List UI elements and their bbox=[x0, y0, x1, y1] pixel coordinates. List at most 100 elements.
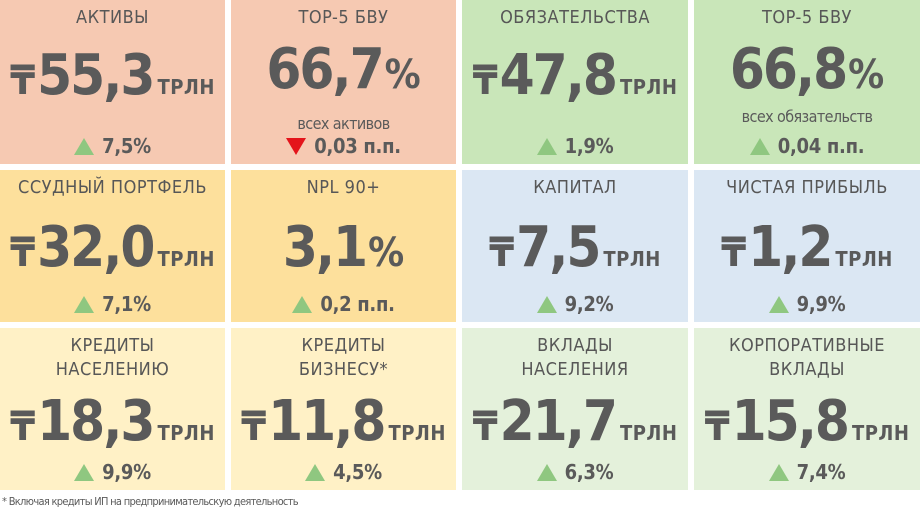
value-number: 15,8 bbox=[731, 389, 850, 454]
value-unit: ТРЛН bbox=[835, 247, 893, 271]
tile-loan-portfolio: ССУДНЫЙ ПОРТФЕЛЬ ₸ 32,0 ТРЛН 7,1% bbox=[0, 170, 225, 322]
currency-symbol: ₸ bbox=[241, 404, 267, 450]
up-arrow-icon bbox=[768, 295, 789, 313]
value-unit: ТРЛН bbox=[851, 421, 910, 445]
tile-value: ₸ 15,8 ТРЛН bbox=[694, 394, 920, 450]
title-line-2: БИЗНЕСУ* bbox=[298, 359, 389, 380]
change-indicator: 9,9% bbox=[0, 460, 225, 484]
tile-top5-liabilities: TOP-5 БВУ 66,8 % всех обязательств 0,04 … bbox=[694, 0, 920, 164]
up-arrow-icon bbox=[74, 137, 95, 155]
tile-top5-assets: TOP-5 БВУ 66,7 % всех активов 0,03 п.п. bbox=[231, 0, 456, 164]
up-arrow-icon bbox=[74, 463, 95, 481]
value-unit: ТРЛН bbox=[603, 247, 661, 271]
tile-liabilities: ОБЯЗАТЕЛЬСТВА ₸ 47,8 ТРЛН 1,9% bbox=[462, 0, 688, 164]
tile-capital: КАПИТАЛ ₸ 7,5 ТРЛН 9,2% bbox=[462, 170, 688, 322]
change-indicator: 7,5% bbox=[0, 134, 225, 158]
value-unit: ТРЛН bbox=[157, 75, 215, 99]
up-arrow-icon bbox=[305, 463, 326, 481]
tile-title: ССУДНЫЙ ПОРТФЕЛЬ bbox=[18, 177, 207, 198]
down-arrow-icon bbox=[286, 137, 307, 155]
change-indicator: 6,3% bbox=[462, 460, 688, 484]
up-arrow-icon bbox=[749, 137, 770, 155]
tile-corporate-deposits: КОРПОРАТИВНЫЕ ВКЛАДЫ ₸ 15,8 ТРЛН 7,4% bbox=[694, 328, 920, 490]
tile-value: ₸ 32,0 ТРЛН bbox=[0, 220, 225, 276]
change-value: 9,9% bbox=[102, 460, 151, 484]
title-line-2: НАСЕЛЕНИЯ bbox=[521, 359, 629, 380]
value-unit: ТРЛН bbox=[619, 75, 678, 99]
value-unit: % bbox=[368, 230, 405, 276]
value-number: 55,3 bbox=[37, 43, 155, 108]
tile-title: КОРПОРАТИВНЫЕ ВКЛАДЫ bbox=[694, 334, 920, 382]
value-subtitle: всех активов bbox=[297, 114, 390, 133]
currency-symbol: ₸ bbox=[10, 58, 36, 104]
title-line-1: КРЕДИТЫ bbox=[301, 335, 386, 356]
tile-value: ₸ 18,3 ТРЛН bbox=[0, 394, 225, 450]
currency-symbol: ₸ bbox=[10, 230, 36, 276]
up-arrow-icon bbox=[768, 463, 789, 481]
value-number: 21,7 bbox=[499, 389, 618, 454]
currency-symbol: ₸ bbox=[472, 404, 498, 450]
value-unit: % bbox=[848, 52, 885, 98]
title-line-1: КРЕДИТЫ bbox=[70, 335, 155, 356]
tile-value: 66,7 % bbox=[231, 42, 456, 98]
tile-net-profit: ЧИСТАЯ ПРИБЫЛЬ ₸ 1,2 ТРЛН 9,9% bbox=[694, 170, 920, 322]
value-number: 18,3 bbox=[37, 389, 155, 454]
change-indicator: 7,4% bbox=[694, 460, 920, 484]
value-number: 7,5 bbox=[516, 215, 601, 280]
tile-title: ОБЯЗАТЕЛЬСТВА bbox=[500, 7, 650, 28]
change-indicator: 9,2% bbox=[462, 292, 688, 316]
change-value: 7,5% bbox=[102, 134, 151, 158]
title-line-2: ВКЛАДЫ bbox=[769, 359, 845, 380]
tile-value: 66,8 % bbox=[694, 42, 920, 98]
tile-value: ₸ 55,3 ТРЛН bbox=[0, 48, 225, 104]
tile-business-loans: КРЕДИТЫ БИЗНЕСУ* ₸ 11,8 ТРЛН 4,5% bbox=[231, 328, 456, 490]
tile-title: КРЕДИТЫ НАСЕЛЕНИЮ bbox=[0, 334, 225, 382]
value-number: 66,7 bbox=[266, 37, 384, 102]
tile-retail-loans: КРЕДИТЫ НАСЕЛЕНИЮ ₸ 18,3 ТРЛН 9,9% bbox=[0, 328, 225, 490]
tile-title: КРЕДИТЫ БИЗНЕСУ* bbox=[231, 334, 456, 382]
tile-value: ₸ 1,2 ТРЛН bbox=[694, 220, 920, 276]
value-number: 47,8 bbox=[499, 43, 618, 108]
tile-value: ₸ 11,8 ТРЛН bbox=[231, 394, 456, 450]
title-line-1: ВКЛАДЫ bbox=[537, 335, 613, 356]
value-number: 1,2 bbox=[748, 215, 833, 280]
value-number: 32,0 bbox=[37, 215, 155, 280]
footnote: * Включая кредиты ИП на предпринимательс… bbox=[2, 495, 299, 508]
currency-symbol: ₸ bbox=[472, 58, 498, 104]
title-line-2: НАСЕЛЕНИЮ bbox=[55, 359, 170, 380]
change-indicator: 4,5% bbox=[231, 460, 456, 484]
change-value: 0,03 п.п. bbox=[314, 134, 401, 158]
currency-symbol: ₸ bbox=[10, 404, 36, 450]
tile-title: NPL 90+ bbox=[306, 177, 381, 198]
value-unit: % bbox=[384, 52, 421, 98]
currency-symbol: ₸ bbox=[704, 404, 730, 450]
value-number: 66,8 bbox=[729, 37, 848, 102]
tile-title: TOP-5 БВУ bbox=[298, 7, 389, 28]
value-unit: ТРЛН bbox=[157, 421, 215, 445]
change-indicator: 0,2 п.п. bbox=[231, 292, 456, 316]
change-value: 6,3% bbox=[564, 460, 614, 484]
value-number: 3,1 bbox=[282, 215, 368, 280]
change-value: 1,9% bbox=[564, 134, 614, 158]
change-value: 9,2% bbox=[564, 292, 614, 316]
tile-title: ВКЛАДЫ НАСЕЛЕНИЯ bbox=[462, 334, 688, 382]
value-number: 11,8 bbox=[268, 389, 386, 454]
tile-value: ₸ 21,7 ТРЛН bbox=[462, 394, 688, 450]
change-value: 0,2 п.п. bbox=[320, 292, 395, 316]
change-value: 7,1% bbox=[102, 292, 151, 316]
tile-retail-deposits: ВКЛАДЫ НАСЕЛЕНИЯ ₸ 21,7 ТРЛН 6,3% bbox=[462, 328, 688, 490]
change-indicator: 0,04 п.п. bbox=[694, 134, 920, 158]
tile-value: ₸ 7,5 ТРЛН bbox=[462, 220, 688, 276]
change-value: 7,4% bbox=[796, 460, 846, 484]
currency-symbol: ₸ bbox=[489, 230, 515, 276]
value-unit: ТРЛН bbox=[619, 421, 678, 445]
change-value: 4,5% bbox=[333, 460, 382, 484]
tile-npl: NPL 90+ 3,1 % 0,2 п.п. bbox=[231, 170, 456, 322]
kpi-grid: АКТИВЫ ₸ 55,3 ТРЛН 7,5% TOP-5 БВУ 66,7 %… bbox=[0, 0, 920, 490]
tile-value: 3,1 % bbox=[231, 220, 456, 276]
change-indicator: 0,03 п.п. bbox=[231, 134, 456, 158]
value-unit: ТРЛН bbox=[388, 421, 446, 445]
tile-title: ЧИСТАЯ ПРИБЫЛЬ bbox=[726, 177, 888, 198]
up-arrow-icon bbox=[536, 137, 557, 155]
up-arrow-icon bbox=[536, 295, 557, 313]
